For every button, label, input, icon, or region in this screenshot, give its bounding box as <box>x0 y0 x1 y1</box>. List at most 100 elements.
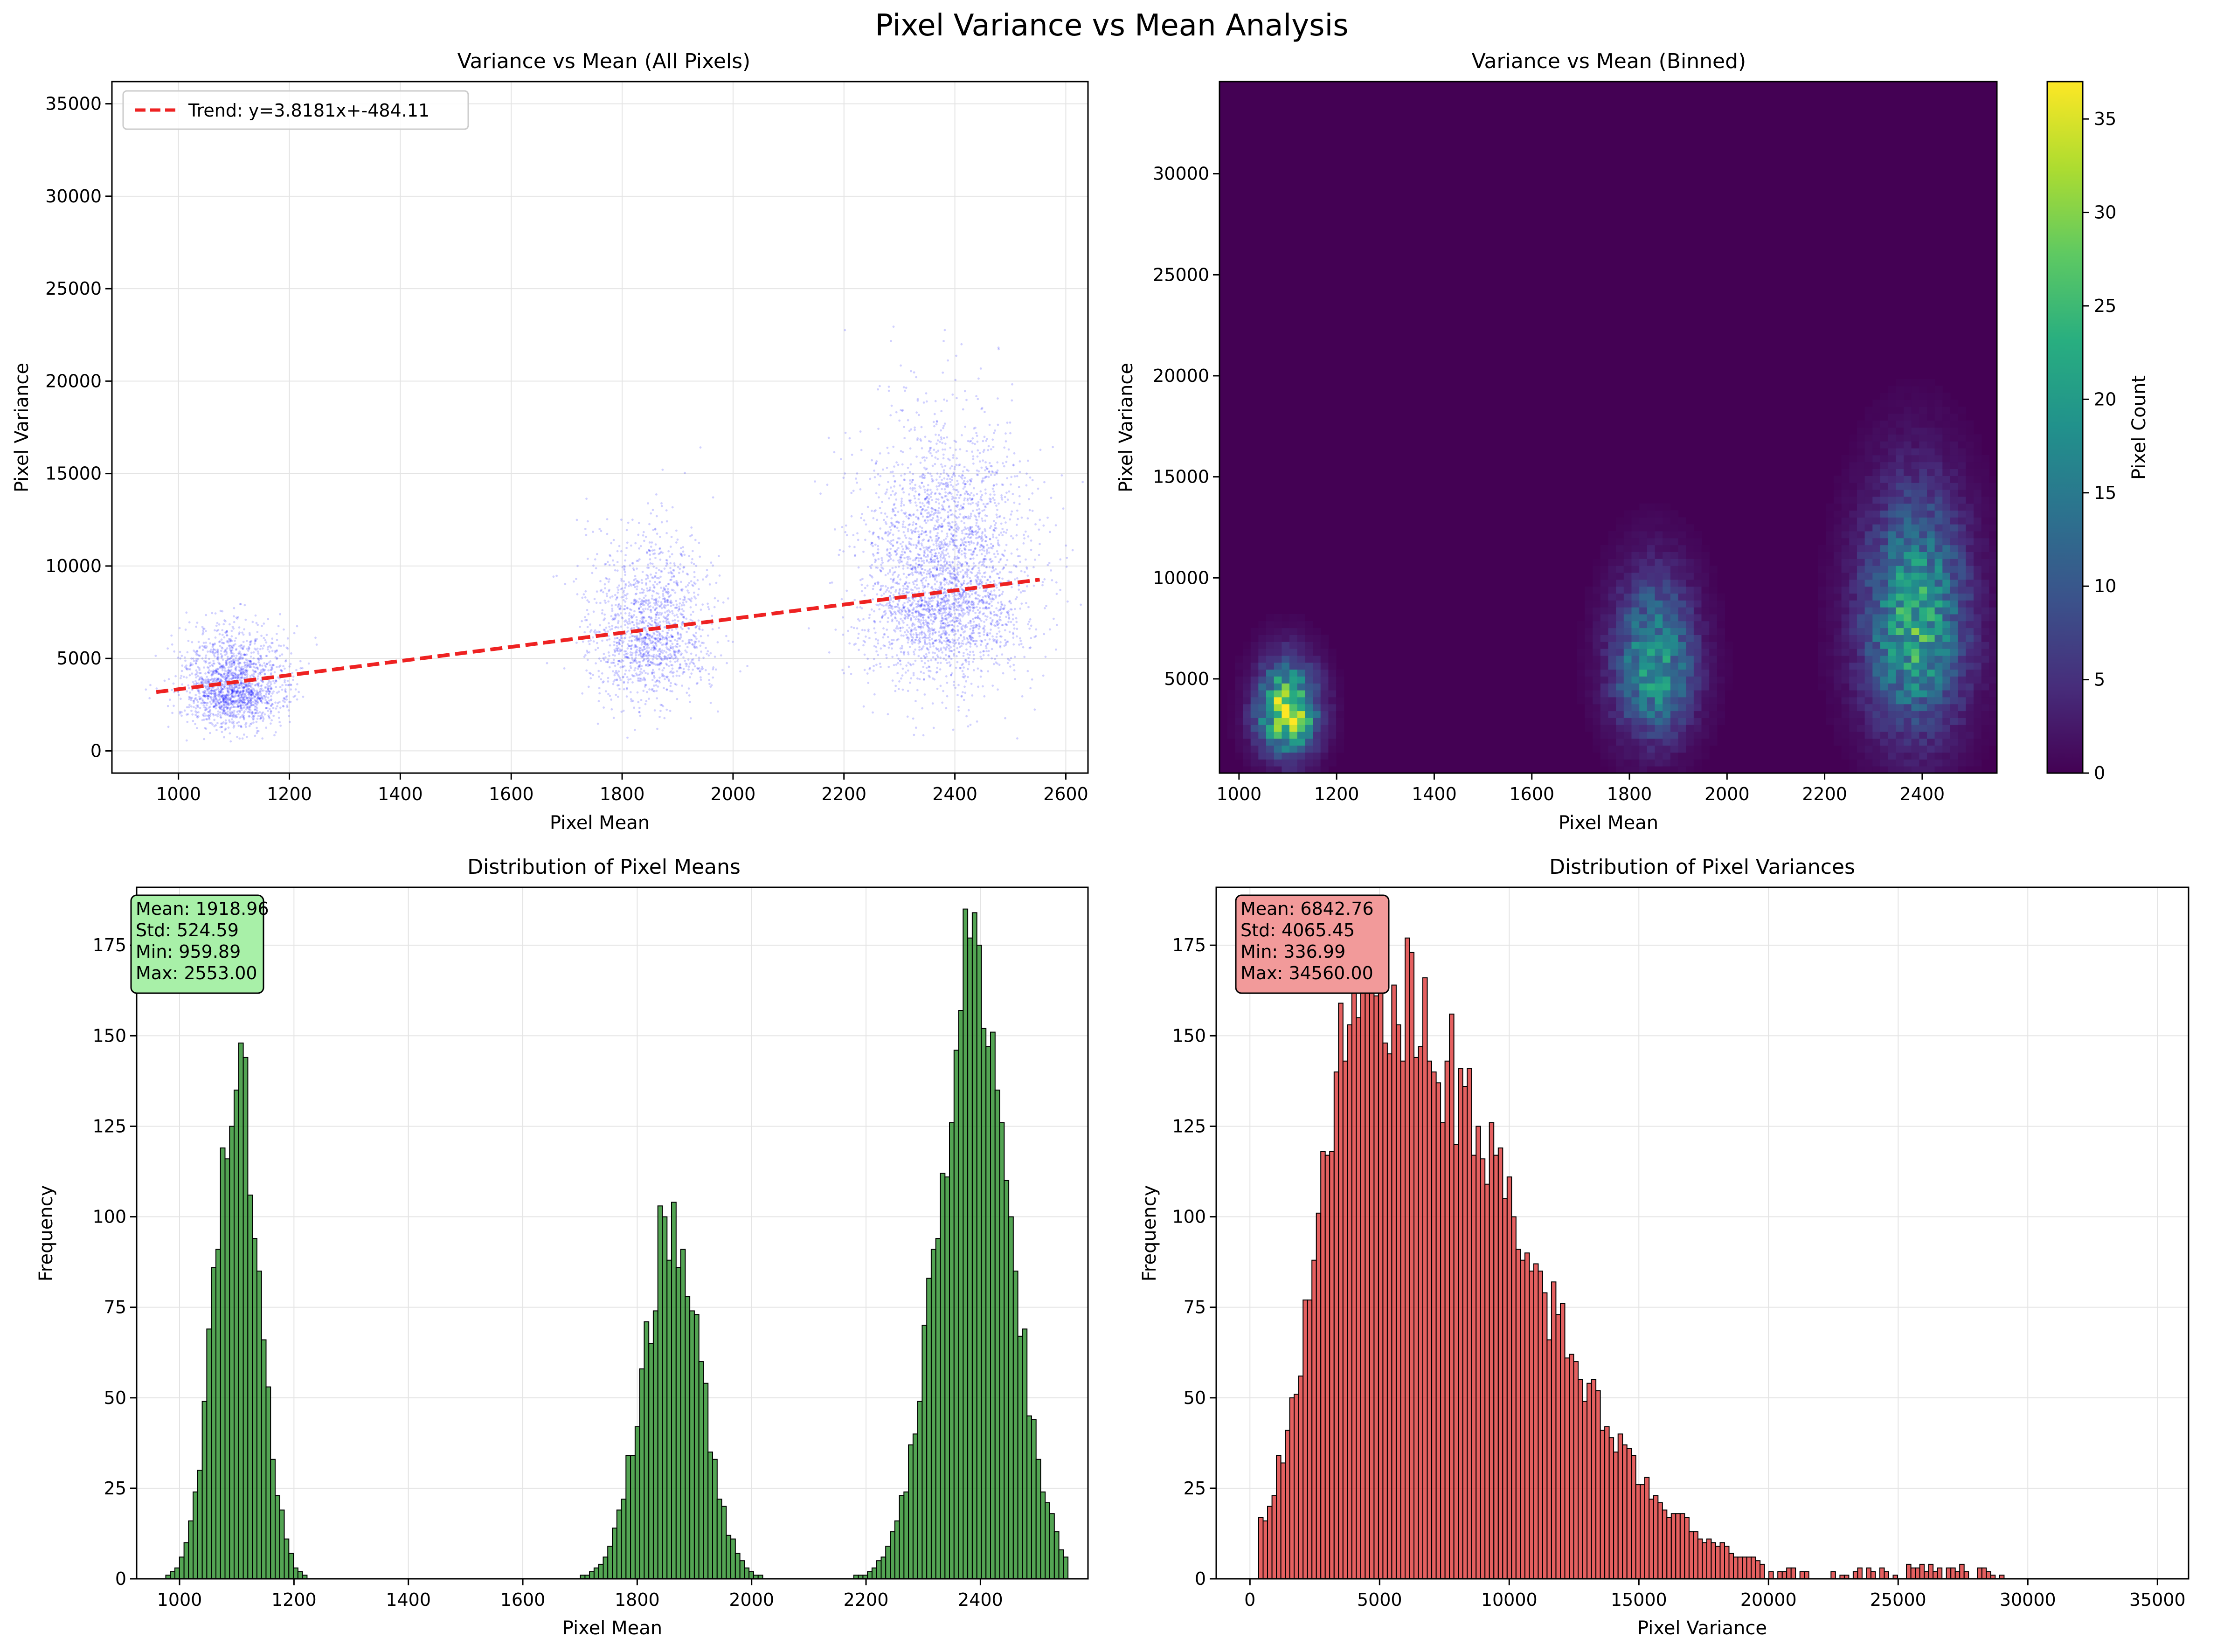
scatter-point <box>645 630 648 633</box>
scatter-point <box>603 706 605 709</box>
scatter-point <box>596 553 598 555</box>
scatter-point <box>714 656 716 658</box>
scatter-point <box>881 538 884 540</box>
scatter-point <box>245 691 248 694</box>
scatter-point <box>936 532 939 534</box>
scatter-point <box>978 452 981 455</box>
scatter-point <box>963 499 966 502</box>
scatter-point <box>674 683 677 685</box>
scatter-point <box>991 635 994 638</box>
scatter-point <box>225 659 228 662</box>
scatter-point <box>688 581 691 584</box>
scatter-point <box>638 711 641 713</box>
scatter-point <box>661 669 664 672</box>
scatter-point <box>935 544 938 547</box>
scatter-point <box>635 654 637 657</box>
scatter-point <box>658 640 660 643</box>
scatter-point <box>274 651 277 654</box>
scatter-point <box>656 679 658 682</box>
scatter-point <box>883 633 885 636</box>
scatter-point <box>208 669 211 671</box>
scatter-point <box>210 698 213 701</box>
scatter-point <box>673 581 675 584</box>
scatter-point <box>922 672 925 675</box>
scatter-point <box>860 449 863 451</box>
scatter-point <box>282 705 285 708</box>
scatter-point <box>928 450 930 453</box>
scatter-point <box>1018 460 1021 463</box>
scatter-point <box>618 643 621 646</box>
scatter-point <box>186 651 189 654</box>
scatter-point <box>641 571 644 573</box>
scatter-point <box>922 571 925 574</box>
scatter-point <box>629 691 632 693</box>
scatter-point <box>624 601 627 603</box>
scatter-point <box>675 600 678 602</box>
scatter-point <box>246 675 249 677</box>
scatter-point <box>224 670 226 672</box>
scatter-point <box>240 647 242 649</box>
scatter-point <box>279 725 282 727</box>
scatter-point <box>662 658 665 661</box>
scatter-point <box>899 558 901 561</box>
scatter-point <box>633 610 636 613</box>
scatter-point <box>978 508 981 511</box>
scatter-point <box>196 650 199 653</box>
scatter-point <box>666 634 669 637</box>
scatter-point <box>910 529 913 532</box>
scatter-point <box>633 636 636 638</box>
scatter-point <box>242 686 245 689</box>
scatter-point <box>977 615 979 617</box>
scatter-point <box>640 643 643 646</box>
scatter-point <box>195 682 198 684</box>
scatter-point <box>227 698 229 701</box>
scatter-point <box>638 665 641 668</box>
scatter-point <box>249 664 251 667</box>
scatter-point <box>959 448 962 450</box>
scatter-point <box>650 611 652 613</box>
scatter-point <box>665 591 667 594</box>
scatter-point <box>888 556 891 558</box>
scatter-point <box>626 626 629 629</box>
scatter-point <box>670 654 672 657</box>
scatter-point <box>1028 509 1031 511</box>
scatter-point <box>684 596 686 599</box>
scatter-point <box>637 701 640 704</box>
scatter-point <box>993 553 996 555</box>
scatter-point <box>314 636 317 639</box>
scatter-point <box>268 661 270 664</box>
scatter-point <box>938 586 941 589</box>
scatter-point <box>646 672 649 675</box>
scatter-point <box>253 698 256 701</box>
scatter-point <box>267 646 270 649</box>
scatter-point <box>604 587 606 590</box>
scatter-point <box>1023 533 1025 536</box>
scatter-point <box>672 619 674 622</box>
scatter-point <box>233 715 236 718</box>
scatter-point <box>586 558 589 560</box>
scatter-point <box>222 704 225 706</box>
scatter-point <box>612 654 614 657</box>
scatter-point <box>287 684 290 686</box>
scatter-point <box>278 721 281 724</box>
scatter-point <box>224 698 227 700</box>
scatter-point <box>197 690 200 692</box>
scatter-point <box>662 594 665 597</box>
scatter-point <box>173 650 176 653</box>
scatter-point <box>868 614 871 616</box>
scatter-point <box>848 437 851 440</box>
scatter-point <box>660 551 663 553</box>
scatter-point <box>709 685 712 688</box>
scatter-point <box>249 661 252 664</box>
scatter-point <box>926 643 928 645</box>
scatter-point <box>270 686 272 689</box>
scatter-point <box>961 477 963 480</box>
scatter-point <box>935 540 937 542</box>
scatter-point <box>245 736 248 738</box>
scatter-point <box>660 607 663 609</box>
scatter-point <box>679 602 681 605</box>
scatter-point <box>931 622 934 625</box>
scatter-point <box>1018 471 1021 473</box>
scatter-point <box>249 686 252 689</box>
scatter-point <box>229 715 231 717</box>
